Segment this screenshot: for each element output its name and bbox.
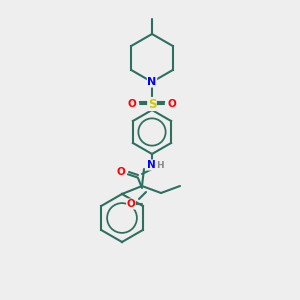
Text: O: O <box>168 99 176 109</box>
Text: H: H <box>156 160 164 169</box>
Text: N: N <box>147 160 155 170</box>
Text: O: O <box>117 167 125 177</box>
Text: N: N <box>147 77 157 87</box>
Text: O: O <box>128 99 136 109</box>
Text: S: S <box>148 98 156 110</box>
Text: O: O <box>127 199 135 209</box>
